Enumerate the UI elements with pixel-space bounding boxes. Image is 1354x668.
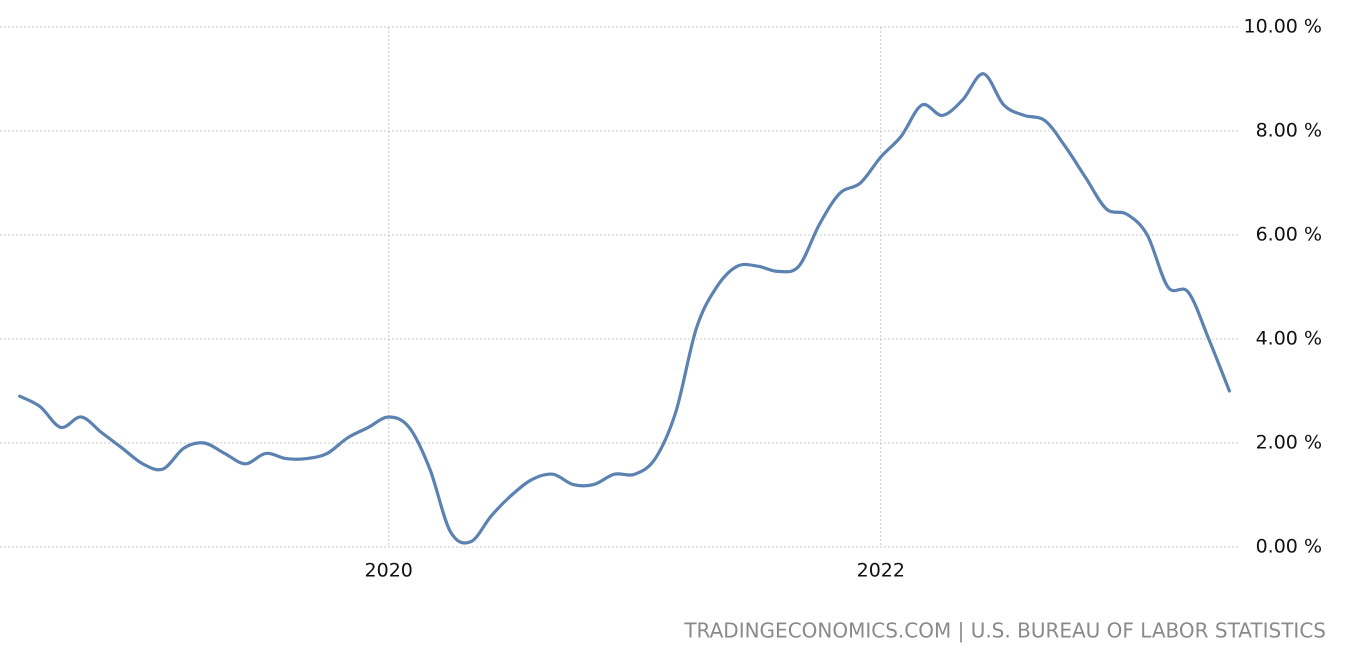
y-tick-label: 6.00 % [1256, 224, 1322, 246]
x-tick-label: 2020 [365, 560, 413, 582]
y-tick-label: 0.00 % [1256, 536, 1322, 558]
line [18, 72, 1232, 545]
y-tick-label: 10.00 % [1244, 16, 1323, 38]
x-tick-label: 2022 [857, 560, 905, 582]
source: TRADINGECONOMICS.COM | U.S. BUREAU OF LA… [683, 619, 1326, 643]
y-tick-label: 2.00 % [1256, 432, 1322, 454]
y-tick-label: 4.00 % [1256, 328, 1322, 350]
y-tick-label: 8.00 % [1256, 120, 1322, 142]
